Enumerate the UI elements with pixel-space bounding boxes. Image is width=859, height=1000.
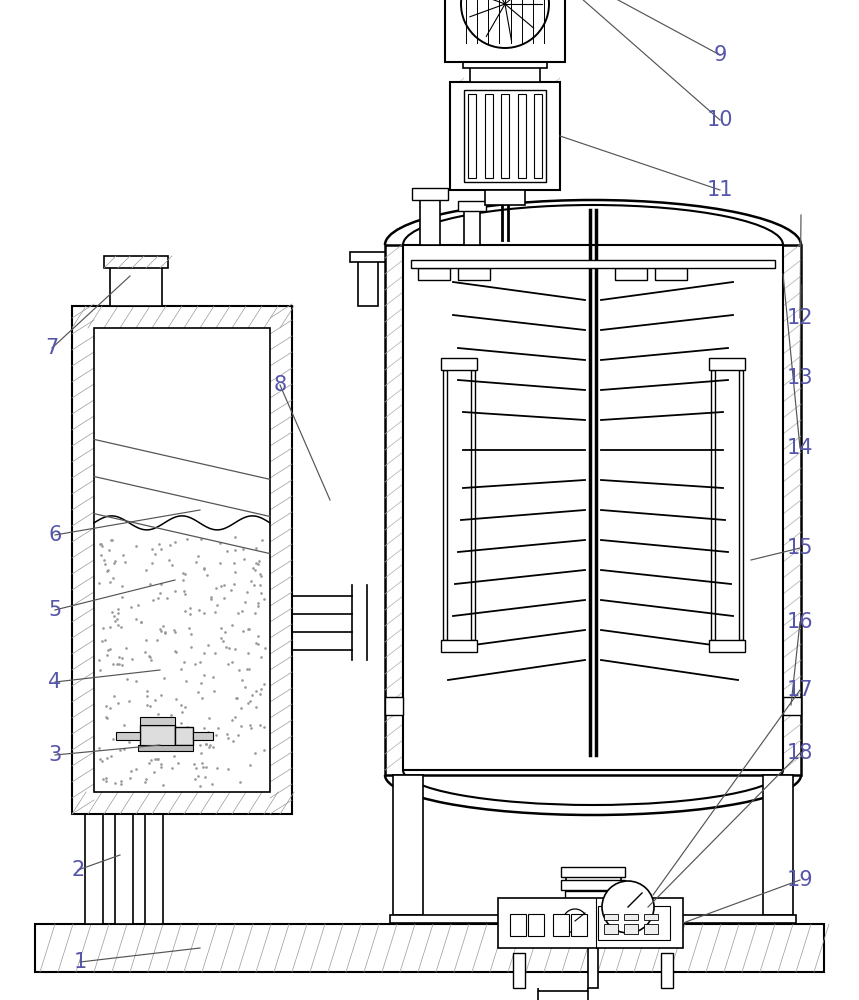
Text: 10: 10 (707, 110, 734, 130)
Bar (138, 745, 193, 751)
Bar (615, 268, 647, 280)
Text: 2: 2 (71, 860, 85, 880)
Bar (501, 94, 509, 178)
Bar (566, 870, 621, 915)
Text: 1: 1 (73, 952, 87, 972)
Bar (538, 991, 588, 1000)
Bar (598, 906, 670, 940)
Bar (115, 814, 133, 924)
Bar (116, 732, 140, 740)
Bar (553, 914, 569, 936)
Bar (393, 775, 423, 915)
Bar (85, 814, 103, 924)
Bar (403, 245, 783, 770)
Bar (445, 0, 565, 62)
Bar (644, 914, 658, 920)
Bar (104, 256, 168, 268)
Bar (443, 370, 447, 640)
Bar (463, 54, 547, 68)
Bar (604, 924, 618, 934)
Text: 13: 13 (787, 368, 813, 388)
Bar (390, 915, 796, 923)
Bar (458, 201, 486, 211)
Text: 4: 4 (48, 672, 62, 692)
Text: 17: 17 (787, 680, 813, 700)
Bar (358, 254, 378, 306)
Bar (94, 328, 270, 792)
Bar (35, 924, 824, 972)
Bar (513, 953, 525, 988)
Bar (140, 725, 175, 747)
Bar (711, 370, 715, 640)
Text: 3: 3 (48, 745, 62, 765)
Text: 19: 19 (787, 870, 813, 890)
Bar (110, 260, 162, 306)
Bar (588, 933, 598, 988)
Text: 11: 11 (707, 180, 734, 200)
Bar (624, 924, 638, 934)
Bar (450, 82, 560, 190)
Bar (571, 914, 587, 936)
Bar (573, 912, 613, 930)
Bar (624, 914, 638, 920)
Bar (412, 188, 448, 200)
Text: 5: 5 (48, 600, 62, 620)
Circle shape (563, 909, 587, 933)
Bar (411, 260, 775, 268)
Bar (510, 914, 526, 936)
Bar (464, 205, 480, 245)
Circle shape (461, 0, 549, 48)
Text: 18: 18 (787, 743, 813, 763)
Bar (709, 640, 745, 652)
Bar (534, 94, 542, 178)
Bar (175, 727, 193, 745)
Bar (498, 898, 683, 948)
Text: 15: 15 (787, 538, 813, 558)
Bar (561, 880, 625, 890)
Bar (661, 953, 673, 988)
Bar (470, 64, 540, 82)
Bar (709, 358, 745, 370)
Bar (385, 245, 801, 775)
Bar (604, 914, 618, 920)
Bar (441, 358, 477, 370)
Bar (517, 94, 526, 178)
Text: 14: 14 (787, 438, 813, 458)
Bar (464, 90, 546, 182)
Text: 6: 6 (48, 525, 62, 545)
Bar (420, 190, 440, 245)
Bar (140, 717, 175, 725)
Bar (644, 924, 658, 934)
Text: 7: 7 (46, 338, 58, 358)
Bar (561, 867, 625, 877)
Bar (484, 94, 492, 178)
Bar (783, 697, 801, 715)
Bar (441, 640, 477, 652)
Text: 16: 16 (787, 612, 813, 632)
Circle shape (602, 881, 654, 933)
Bar (72, 306, 292, 814)
Bar (385, 697, 403, 715)
Bar (739, 370, 743, 640)
Bar (655, 268, 687, 280)
Bar (193, 732, 213, 740)
Bar (763, 775, 793, 915)
Text: 9: 9 (713, 45, 727, 65)
Bar (145, 814, 163, 924)
Bar (565, 891, 621, 903)
Text: 12: 12 (787, 308, 813, 328)
Bar (471, 370, 475, 640)
Bar (485, 190, 525, 205)
Bar (528, 914, 544, 936)
Text: 8: 8 (273, 375, 287, 395)
Bar (458, 268, 490, 280)
Bar (468, 94, 476, 178)
Bar (350, 252, 386, 262)
Bar (418, 268, 450, 280)
